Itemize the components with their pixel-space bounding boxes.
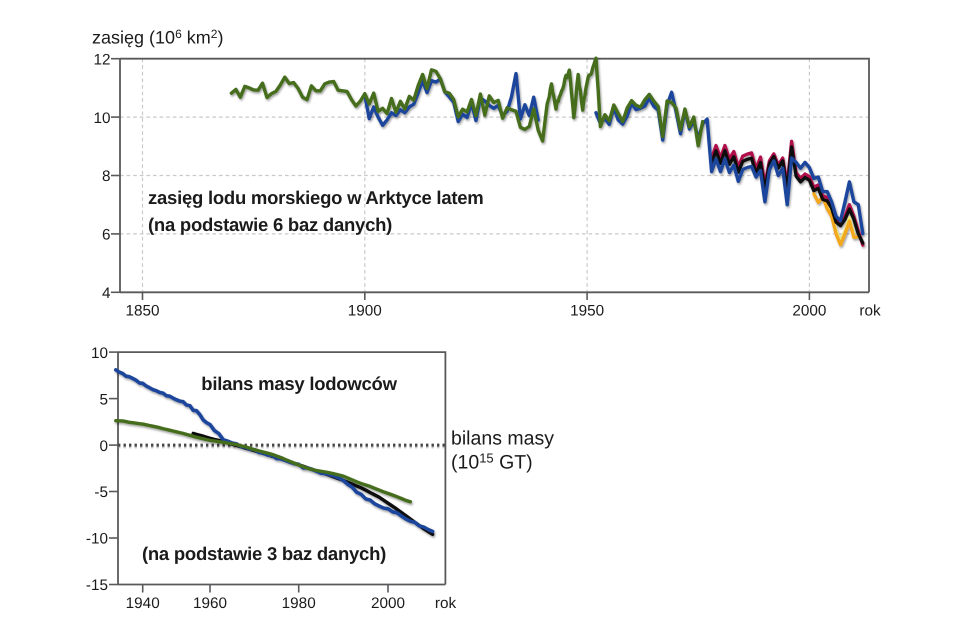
svg-text:0: 0 [99,438,108,455]
svg-text:bilans masy lodowców: bilans masy lodowców [201,373,397,394]
svg-text:zasięg (106 km2): zasięg (106 km2) [92,27,223,48]
svg-text:bilans masy: bilans masy [451,428,554,450]
svg-text:1950: 1950 [570,303,604,320]
svg-text:2000: 2000 [371,595,405,612]
svg-text:1980: 1980 [282,595,316,612]
svg-text:(1015 GT): (1015 GT) [451,451,533,474]
svg-text:1960: 1960 [193,595,227,612]
svg-text:6: 6 [102,227,111,244]
svg-text:-10: -10 [86,531,108,548]
svg-text:12: 12 [93,51,110,68]
svg-text:5: 5 [99,391,108,408]
svg-text:1900: 1900 [348,303,382,320]
svg-text:(na podstawie 6 baz danych): (na podstawie 6 baz danych) [148,214,392,235]
svg-text:2000: 2000 [792,303,826,320]
svg-text:8: 8 [102,168,111,185]
svg-text:10: 10 [91,345,108,362]
svg-text:1850: 1850 [125,303,159,320]
svg-text:zasięg lodu morskiego w Arktyc: zasięg lodu morskiego w Arktyce latem [148,187,484,208]
svg-text:-15: -15 [86,577,108,594]
svg-text:rok: rok [859,303,881,320]
svg-text:(na podstawie 3 baz danych): (na podstawie 3 baz danych) [142,543,386,564]
svg-text:rok: rok [435,595,457,612]
svg-text:1940: 1940 [126,595,160,612]
svg-text:-5: -5 [94,484,108,501]
svg-text:4: 4 [102,285,111,302]
svg-text:10: 10 [93,110,110,127]
